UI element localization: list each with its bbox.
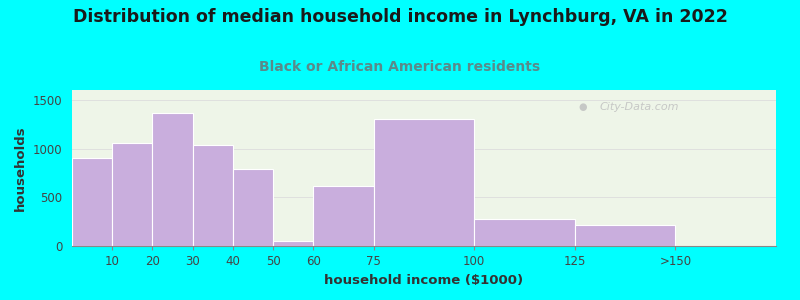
Bar bbox=[193, 145, 233, 246]
Bar bbox=[72, 158, 112, 246]
Text: ●: ● bbox=[579, 103, 587, 112]
Text: City-Data.com: City-Data.com bbox=[600, 103, 679, 112]
Bar bbox=[374, 119, 474, 246]
Text: Black or African American residents: Black or African American residents bbox=[259, 60, 541, 74]
Bar bbox=[575, 225, 675, 246]
Bar bbox=[112, 142, 153, 246]
Bar bbox=[233, 169, 273, 246]
X-axis label: household income ($1000): household income ($1000) bbox=[325, 274, 523, 286]
Y-axis label: households: households bbox=[14, 125, 27, 211]
Text: Distribution of median household income in Lynchburg, VA in 2022: Distribution of median household income … bbox=[73, 8, 727, 26]
Bar bbox=[153, 113, 193, 246]
Bar bbox=[314, 185, 374, 246]
Bar bbox=[474, 219, 575, 246]
Bar bbox=[273, 241, 314, 246]
